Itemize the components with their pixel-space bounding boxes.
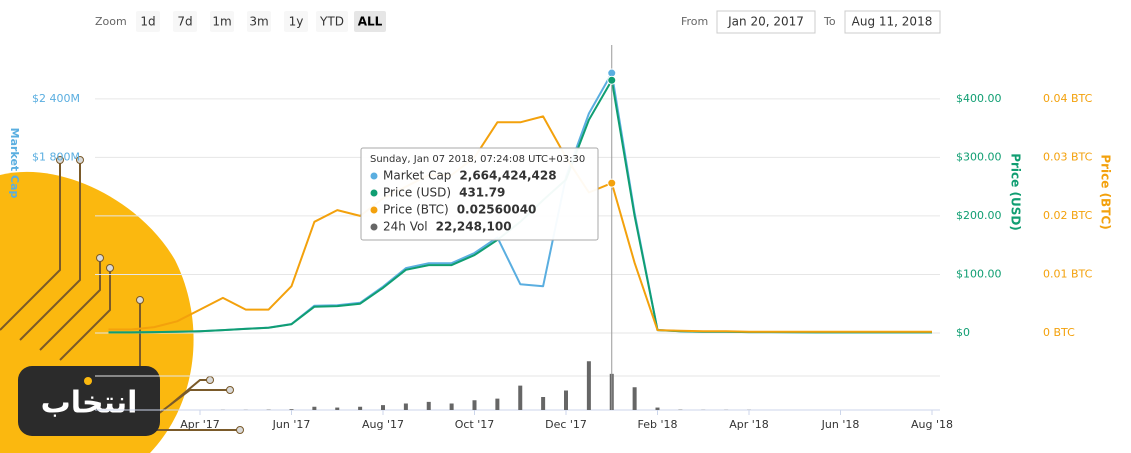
to-date[interactable]: Aug 11, 2018 xyxy=(852,15,933,29)
y3-tick-label: 0.04 BTC xyxy=(1043,92,1093,105)
y-axis-title: Market Cap xyxy=(8,128,21,199)
volume-bar xyxy=(426,401,431,410)
x-tick-label: Apr '18 xyxy=(729,418,769,431)
volume-bar xyxy=(449,403,454,410)
x-tick-label: Oct '17 xyxy=(455,418,495,431)
zoom-label: Zoom xyxy=(95,15,127,28)
tooltip-dot xyxy=(370,189,378,197)
tooltip-dot xyxy=(370,206,378,214)
y2-tick-label: $300.00 xyxy=(956,150,1002,163)
zoom-button[interactable] xyxy=(354,11,386,32)
tooltip-value: 22,248,100 xyxy=(436,220,512,234)
x-tick-label: Jun '18 xyxy=(821,418,860,431)
volume-bar xyxy=(586,361,591,410)
zoom-button-label[interactable]: ALL xyxy=(358,15,383,29)
volume-bar xyxy=(495,398,500,410)
tooltip-dot xyxy=(370,172,378,180)
y-tick-label: $1 800M xyxy=(32,150,80,163)
volume-bar xyxy=(518,385,523,410)
volume-bar xyxy=(403,403,408,410)
volume-bar xyxy=(289,409,294,410)
tooltip-title: Sunday, Jan 07 2018, 07:24:08 UTC+03:30 xyxy=(370,154,585,165)
x-tick-label: Feb '18 xyxy=(638,418,678,431)
from-date[interactable]: Jan 20, 2017 xyxy=(727,15,804,29)
tooltip-series-name: Market Cap xyxy=(383,169,451,183)
hover-marker xyxy=(607,75,617,85)
y-tick-label: $2 400M xyxy=(32,92,80,105)
y2-tick-label: $200.00 xyxy=(956,209,1002,222)
zoom-button-label[interactable]: 3m xyxy=(249,15,268,29)
volume-bar xyxy=(312,406,317,410)
y2-axis-title: Price (USD) xyxy=(1009,153,1023,231)
zoom-button-label[interactable]: 1d xyxy=(140,15,155,29)
zoom-button[interactable] xyxy=(210,11,234,32)
y3-tick-label: 0.03 BTC xyxy=(1043,150,1093,163)
y3-tick-label: 0.02 BTC xyxy=(1043,209,1093,222)
volume-bar xyxy=(472,400,477,410)
from-input[interactable] xyxy=(716,10,816,34)
volume-bar xyxy=(632,387,637,410)
volume-bar xyxy=(541,397,546,410)
zoom-button[interactable] xyxy=(173,11,197,32)
zoom-button-label[interactable]: 1m xyxy=(212,15,231,29)
x-tick-label: Aug '18 xyxy=(911,418,953,431)
zoom-button-label[interactable]: YTD xyxy=(319,15,344,29)
zoom-button[interactable] xyxy=(316,11,348,32)
zoom-button[interactable] xyxy=(284,11,308,32)
volume-bar xyxy=(335,407,340,410)
tooltip-series-name: 24h Vol xyxy=(383,220,428,234)
y2-tick-label: $100.00 xyxy=(956,267,1002,280)
tooltip-series-name: Price (BTC) xyxy=(383,203,449,217)
volume-bar xyxy=(358,406,363,410)
volume-bar xyxy=(564,390,568,410)
x-tick-label: Aug '17 xyxy=(362,418,404,431)
x-tick-label: Jun '17 xyxy=(272,418,311,431)
x-tick-label: Dec '17 xyxy=(545,418,587,431)
tooltip-value: 0.02560040 xyxy=(457,203,537,217)
from-label: From xyxy=(681,15,708,28)
tooltip-value: 2,664,424,428 xyxy=(459,169,556,183)
volume-bar xyxy=(655,407,660,410)
y3-tick-label: 0 BTC xyxy=(1043,326,1075,339)
x-tick-label: Apr '17 xyxy=(180,418,220,431)
zoom-button-label[interactable]: 1y xyxy=(289,15,304,29)
y3-tick-label: 0.01 BTC xyxy=(1043,267,1093,280)
to-label: To xyxy=(823,15,836,28)
to-input[interactable] xyxy=(844,10,941,34)
zoom-button-label[interactable]: 7d xyxy=(177,15,192,29)
series-line xyxy=(108,115,932,333)
tooltip-dot xyxy=(370,223,378,231)
y2-tick-label: $0 xyxy=(956,326,970,339)
tooltip-box xyxy=(360,147,599,241)
hover-marker xyxy=(607,178,617,188)
y3-axis-title: Price (BTC) xyxy=(1099,154,1113,229)
tooltip-series-name: Price (USD) xyxy=(383,186,451,200)
y2-tick-label: $400.00 xyxy=(956,92,1002,105)
zoom-button[interactable] xyxy=(247,11,271,32)
volume-bar xyxy=(381,405,385,410)
logo-decoration xyxy=(0,156,244,453)
tooltip-value: 431.79 xyxy=(459,186,505,200)
zoom-button[interactable] xyxy=(136,11,160,32)
watermark-text: انتخاب xyxy=(41,386,138,421)
